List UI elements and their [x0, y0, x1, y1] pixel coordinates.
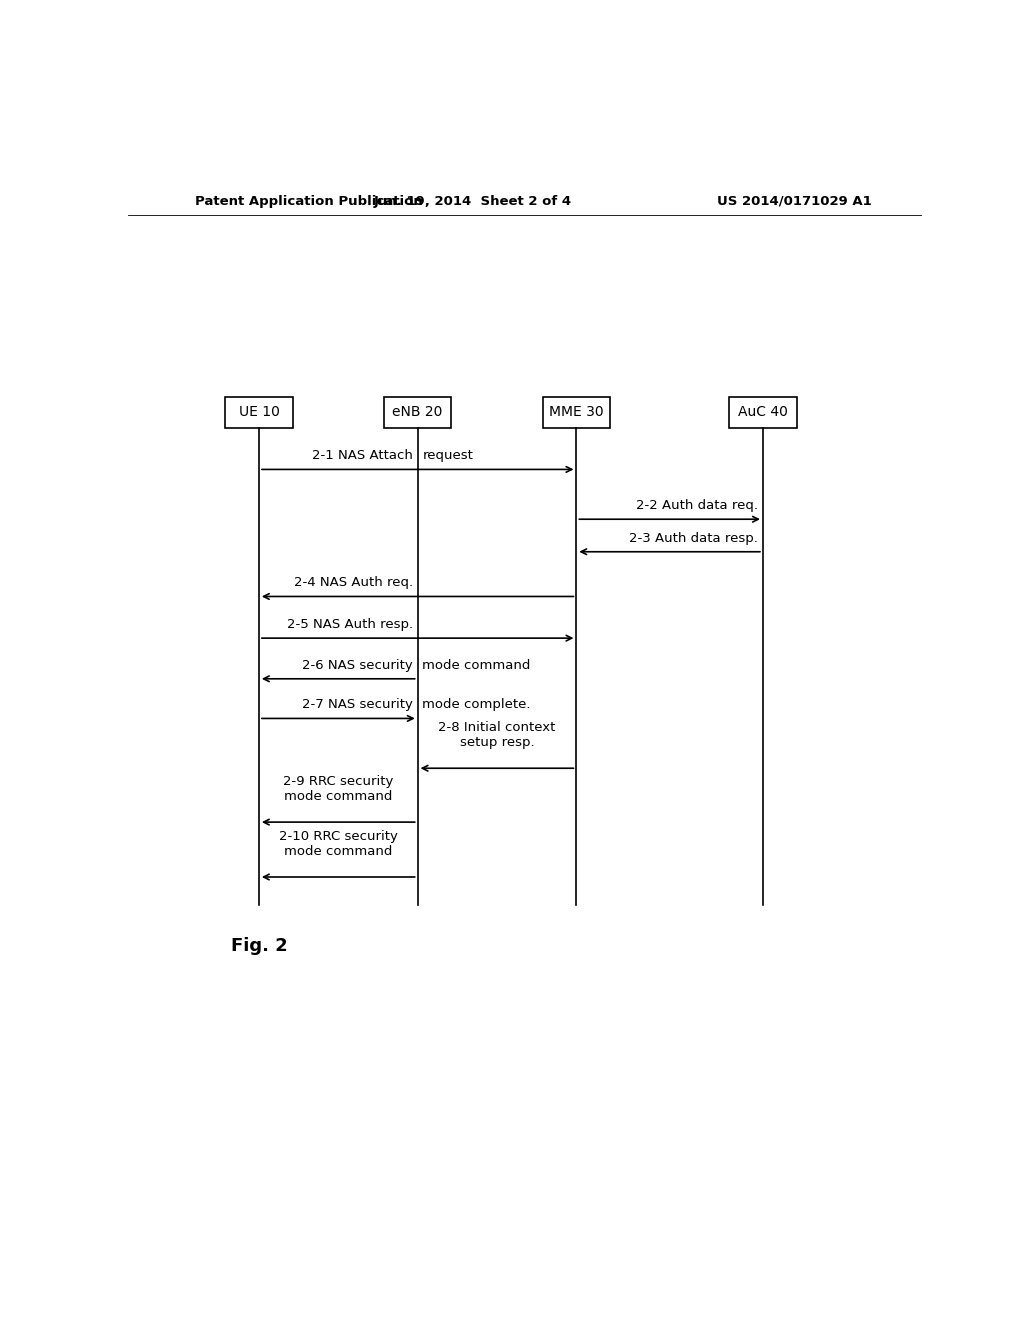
- Text: mode command: mode command: [423, 659, 530, 672]
- Text: request: request: [423, 449, 473, 462]
- Text: MME 30: MME 30: [549, 405, 604, 420]
- Text: US 2014/0171029 A1: US 2014/0171029 A1: [717, 194, 872, 207]
- Text: 2-8 Initial context
setup resp.: 2-8 Initial context setup resp.: [438, 721, 556, 748]
- Text: eNB 20: eNB 20: [392, 405, 442, 420]
- Text: 2-7 NAS security: 2-7 NAS security: [302, 698, 413, 711]
- Text: 2-4 NAS Auth req.: 2-4 NAS Auth req.: [294, 577, 413, 589]
- Text: Fig. 2: Fig. 2: [231, 937, 288, 956]
- FancyBboxPatch shape: [384, 397, 452, 428]
- Text: 2-10 RRC security
mode command: 2-10 RRC security mode command: [279, 830, 397, 858]
- Text: Jun. 19, 2014  Sheet 2 of 4: Jun. 19, 2014 Sheet 2 of 4: [374, 194, 572, 207]
- FancyBboxPatch shape: [225, 397, 293, 428]
- Text: UE 10: UE 10: [239, 405, 280, 420]
- Text: 2-1 NAS Attach: 2-1 NAS Attach: [312, 449, 413, 462]
- Text: AuC 40: AuC 40: [738, 405, 787, 420]
- FancyBboxPatch shape: [729, 397, 797, 428]
- Text: mode complete.: mode complete.: [423, 698, 530, 711]
- Text: 2-5 NAS Auth resp.: 2-5 NAS Auth resp.: [287, 618, 413, 631]
- Text: 2-3 Auth data resp.: 2-3 Auth data resp.: [629, 532, 758, 545]
- Text: 2-6 NAS security: 2-6 NAS security: [302, 659, 413, 672]
- Text: 2-2 Auth data req.: 2-2 Auth data req.: [636, 499, 758, 512]
- FancyBboxPatch shape: [543, 397, 610, 428]
- Text: Patent Application Publication: Patent Application Publication: [196, 194, 423, 207]
- Text: 2-9 RRC security
mode command: 2-9 RRC security mode command: [283, 775, 393, 803]
